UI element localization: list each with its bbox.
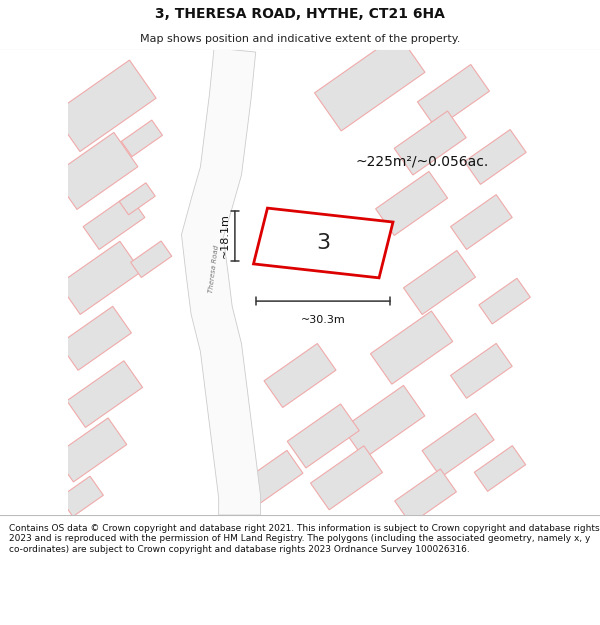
Text: 3: 3 <box>316 233 331 253</box>
Text: ~30.3m: ~30.3m <box>301 315 346 325</box>
Polygon shape <box>418 64 490 129</box>
Polygon shape <box>131 241 172 278</box>
Polygon shape <box>55 418 127 482</box>
Polygon shape <box>451 194 512 249</box>
Polygon shape <box>343 386 425 459</box>
Text: Map shows position and indicative extent of the property.: Map shows position and indicative extent… <box>140 34 460 44</box>
Polygon shape <box>376 171 448 236</box>
Polygon shape <box>264 344 336 408</box>
Polygon shape <box>121 120 163 157</box>
Polygon shape <box>370 311 453 384</box>
Polygon shape <box>59 476 103 517</box>
Polygon shape <box>67 361 143 428</box>
Polygon shape <box>59 241 141 314</box>
Polygon shape <box>314 34 425 131</box>
Polygon shape <box>394 111 466 175</box>
Polygon shape <box>464 129 526 184</box>
Polygon shape <box>311 446 382 510</box>
Polygon shape <box>254 208 393 278</box>
Polygon shape <box>287 404 359 468</box>
Text: 3, THERESA ROAD, HYTHE, CT21 6HA: 3, THERESA ROAD, HYTHE, CT21 6HA <box>155 7 445 21</box>
Polygon shape <box>119 182 155 215</box>
Polygon shape <box>451 343 512 398</box>
Polygon shape <box>479 278 530 324</box>
Text: Theresa Road: Theresa Road <box>208 244 220 292</box>
Polygon shape <box>395 469 457 524</box>
Text: ~18.1m: ~18.1m <box>220 214 230 259</box>
Polygon shape <box>53 132 138 209</box>
Polygon shape <box>241 451 303 505</box>
Polygon shape <box>59 306 131 370</box>
Polygon shape <box>181 48 260 515</box>
Polygon shape <box>83 194 145 249</box>
Polygon shape <box>422 413 494 478</box>
Text: Contains OS data © Crown copyright and database right 2021. This information is : Contains OS data © Crown copyright and d… <box>9 524 599 554</box>
Text: ~225m²/~0.056ac.: ~225m²/~0.056ac. <box>356 154 489 169</box>
Polygon shape <box>474 446 526 491</box>
Polygon shape <box>404 251 475 314</box>
Polygon shape <box>53 60 156 151</box>
